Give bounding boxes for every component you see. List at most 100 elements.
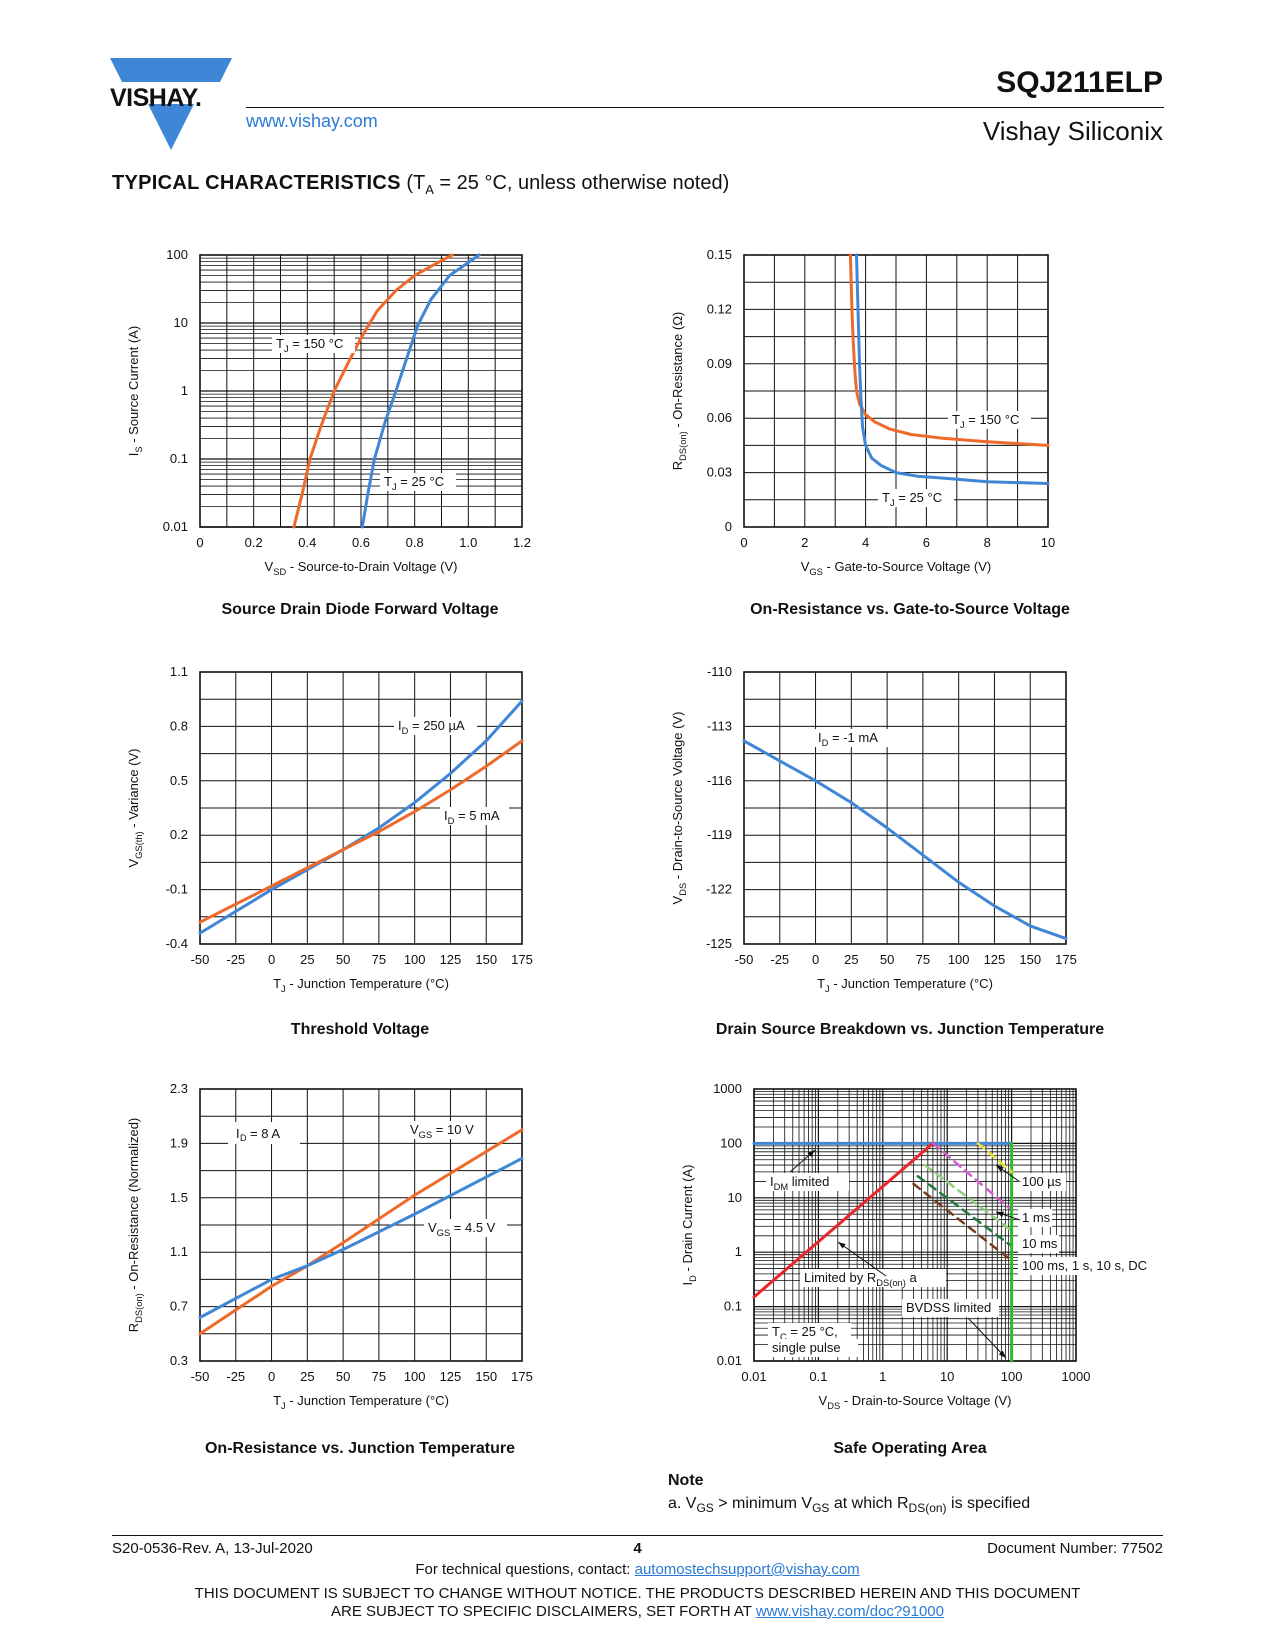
x-tick-label: 125 bbox=[440, 1369, 462, 1384]
label-id1ma: ID = -1 mA bbox=[814, 729, 890, 748]
contact-email-link[interactable]: automostechsupport@vishay.com bbox=[634, 1561, 860, 1578]
y-tick-label: 1.1 bbox=[170, 664, 188, 679]
label-id1ma-text: ID = -1 mA bbox=[818, 730, 878, 748]
label-tc25: TC = 25 °C, bbox=[768, 1323, 851, 1342]
contact-line: For technical questions, contact: automo… bbox=[0, 1561, 1275, 1578]
y-tick-label: 0.8 bbox=[170, 718, 188, 733]
label-single-pulse-text: single pulse bbox=[772, 1340, 841, 1355]
caption-threshold: Threshold Voltage bbox=[290, 1021, 430, 1038]
label-tj150-rdson: TJ = 150 °C bbox=[948, 411, 1031, 430]
series-line-1-ms bbox=[923, 1163, 1013, 1232]
y-axis-label: VDS - Drain-to-Source Voltage (V) bbox=[670, 712, 688, 905]
x-tick-label: 0 bbox=[196, 535, 203, 550]
x-tick-label: 0.6 bbox=[352, 535, 370, 550]
x-tick-label: 1.0 bbox=[459, 535, 477, 550]
y-tick-label: 1.1 bbox=[170, 1244, 188, 1259]
label-id5ma-text: ID = 5 mA bbox=[444, 808, 500, 826]
chart-rdson-vgs-plot: 0 2 4 6 8 10 0 0.03 0.06 0.09 0.12 0.15 VGS - Gate-t… bbox=[670, 247, 1055, 577]
label-1ms-text: 1 ms bbox=[1022, 1210, 1051, 1225]
x-tick-label: 75 bbox=[372, 952, 386, 967]
label-rdson-limited-text: Limited by RDS(on) a bbox=[804, 1270, 917, 1288]
section-title-pre: (T bbox=[400, 172, 426, 194]
label-single-pulse-bg bbox=[768, 1339, 858, 1357]
label-tj25-diode-text: TJ = 25 °C bbox=[384, 474, 444, 492]
y-tick-label: 0.01 bbox=[717, 1353, 742, 1368]
x-tick-label: 1000 bbox=[1062, 1369, 1091, 1384]
label-100us: 100 µs bbox=[1018, 1173, 1066, 1191]
y-tick-label: 0.06 bbox=[707, 410, 732, 425]
y-tick-label: -119 bbox=[707, 827, 732, 842]
note-a-mid: > minimum V bbox=[713, 1495, 813, 1512]
y-tick-label: 10 bbox=[728, 1190, 742, 1205]
series-line-t-j-25-c bbox=[360, 253, 481, 529]
y-tick-label: 0.7 bbox=[170, 1299, 188, 1314]
legal-line-2: ARE SUBJECT TO SPECIFIC DISCLAIMERS, SET… bbox=[0, 1603, 1275, 1620]
chart-threshold-plot: -50 -25 0 25 50 75 100 125 150 175 -0.4 -0.1 0.2 0.5 0… bbox=[126, 664, 533, 994]
x-tick-label: 0.01 bbox=[741, 1369, 766, 1384]
disclaimer-link[interactable]: www.vishay.com/doc?91000 bbox=[755, 1603, 944, 1620]
label-id8a-sub: D bbox=[240, 1133, 247, 1143]
x-tick-label: 175 bbox=[511, 952, 533, 967]
chart-threshold-frame bbox=[199, 671, 523, 945]
y-tick-label: -113 bbox=[707, 718, 732, 733]
label-1ms: 1 ms bbox=[1018, 1209, 1052, 1227]
y-tick-label: 1 bbox=[181, 383, 188, 398]
chart-rdson-vgs-frame bbox=[743, 254, 1049, 528]
series-line-i-d-5-ma bbox=[198, 739, 524, 924]
label-tj25-rdson: TJ = 25 °C bbox=[878, 489, 954, 508]
series-line-v-gs-4-5-v bbox=[198, 1156, 524, 1319]
y-tick-label: 0.01 bbox=[163, 519, 188, 534]
x-tick-label: 25 bbox=[844, 952, 858, 967]
note-a: a. VGS > minimum VGS at which RDS(on) is… bbox=[668, 1495, 1030, 1515]
label-tc25-text: TC = 25 °C, bbox=[772, 1324, 838, 1342]
y-tick-label: -116 bbox=[707, 773, 732, 788]
x-tick-label: 0.1 bbox=[809, 1369, 827, 1384]
arrow-bvdss bbox=[967, 1317, 1007, 1359]
label-tj150-diode-bg bbox=[272, 335, 355, 353]
arrow-rdson bbox=[837, 1241, 887, 1277]
label-bvdss-bg bbox=[902, 1299, 999, 1317]
x-tick-label: 50 bbox=[880, 952, 894, 967]
x-axis-label: TJ - Junction Temperature (°C) bbox=[273, 976, 449, 994]
caption-diode: Source Drain Diode Forward Voltage bbox=[221, 601, 499, 618]
website-link[interactable]: www.vishay.com bbox=[246, 111, 378, 131]
x-tick-label: 100 bbox=[1001, 1369, 1023, 1384]
x-tick-label: 0 bbox=[740, 535, 747, 550]
y-tick-label: 1.9 bbox=[170, 1135, 188, 1150]
header-rule bbox=[246, 107, 1164, 108]
y-tick-label: 0.1 bbox=[724, 1299, 742, 1314]
x-axis-label: TJ - Junction Temperature (°C) bbox=[273, 1393, 449, 1411]
y-axis-label: RDS(on) - On-Resistance (Normalized) bbox=[126, 1118, 144, 1333]
label-bvdss-text: BVDSS limited bbox=[906, 1300, 991, 1315]
label-vgs10-bg bbox=[406, 1121, 482, 1139]
x-tick-label: 8 bbox=[984, 535, 991, 550]
x-tick-label: 0.8 bbox=[406, 535, 424, 550]
label-single-pulse: single pulse bbox=[768, 1339, 858, 1357]
label-idm: IDM limited bbox=[766, 1173, 849, 1192]
chart-breakdown-plot: -50 -25 0 25 50 75 100 125 150 175 -125 -122 -119 -11… bbox=[670, 664, 1077, 994]
note-heading: Note bbox=[668, 1472, 704, 1489]
y-tick-label: 0 bbox=[725, 519, 732, 534]
section-title-sub: A bbox=[425, 182, 434, 197]
y-tick-label: 0.3 bbox=[170, 1353, 188, 1368]
label-rdson-limited: Limited by RDS(on) a bbox=[800, 1269, 946, 1288]
series-line-100-ms-1-s-10-s-dc bbox=[912, 1182, 1013, 1262]
y-tick-label: 0.5 bbox=[170, 773, 188, 788]
arrow-idm-head bbox=[807, 1150, 815, 1158]
x-tick-label: 0 bbox=[268, 1369, 275, 1384]
x-tick-label: 4 bbox=[862, 535, 869, 550]
x-axis-label: VDS - Drain-to-Source Voltage (V) bbox=[819, 1393, 1012, 1411]
footer-rule bbox=[112, 1535, 1163, 1536]
x-tick-label: 150 bbox=[475, 1369, 497, 1384]
series-line-v-gs-10-v bbox=[198, 1128, 524, 1336]
y-tick-label: 1 bbox=[735, 1244, 742, 1259]
note-a-sub1: GS bbox=[696, 1501, 714, 1516]
x-tick-label: -25 bbox=[770, 952, 789, 967]
label-tj150-diode: TJ = 150 °C bbox=[272, 335, 355, 354]
label-id5ma: ID = 5 mA bbox=[440, 807, 509, 826]
x-tick-label: 150 bbox=[1019, 952, 1041, 967]
label-100us-bg bbox=[1018, 1173, 1066, 1191]
arrow-100us-head bbox=[996, 1165, 1004, 1172]
label-tj25-diode-bg bbox=[380, 473, 456, 491]
label-1ms-bg bbox=[1018, 1209, 1052, 1227]
